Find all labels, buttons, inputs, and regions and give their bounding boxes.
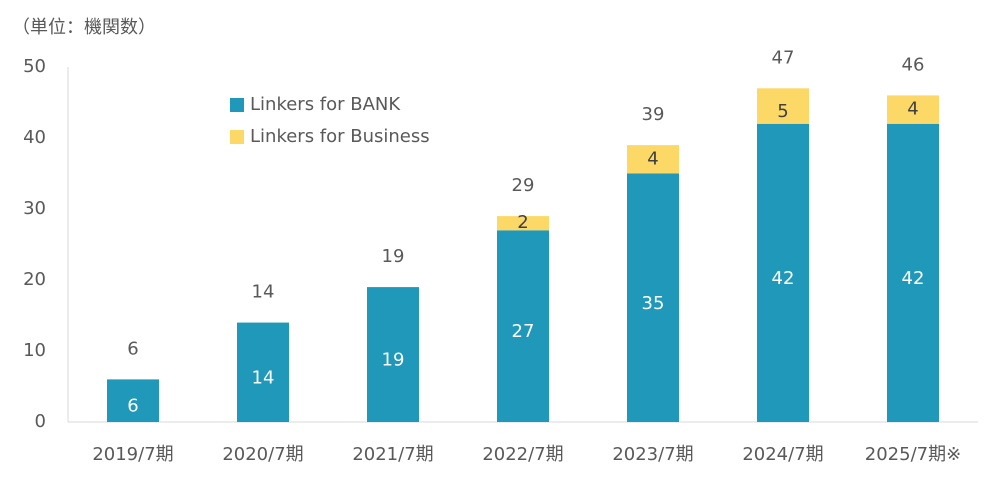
y-tick-label: 30 [23,198,46,219]
total-label: 46 [902,54,925,75]
value-label: 42 [772,268,795,289]
bar-segment [497,230,549,422]
value-label: 27 [512,321,535,342]
value-label: 2 [517,212,528,233]
unit-label: （単位：機関数） [12,17,156,38]
value-label: 5 [777,101,788,122]
x-tick-label: 2025/7期※ [865,444,961,465]
bar-segment [627,173,679,422]
bar-segment [887,123,939,423]
x-tick-label: 2023/7期 [612,444,693,465]
value-label: 35 [642,293,665,314]
x-tick-label: 2021/7期 [352,444,433,465]
y-tick-label: 20 [23,269,46,290]
y-tick-label: 0 [35,411,46,432]
legend-label: Linkers for Business [250,126,430,147]
total-label: 29 [512,175,535,196]
total-label: 39 [642,104,665,125]
bar-segment [757,123,809,423]
total-label: 47 [772,47,795,68]
value-label: 6 [127,396,138,417]
bar-segment [497,216,549,231]
bar-segment [367,287,419,422]
total-label: 19 [382,246,405,267]
value-label: 14 [252,367,275,388]
x-tick-label: 2022/7期 [482,444,563,465]
legend-label: Linkers for BANK [250,94,401,115]
value-label: 4 [907,99,918,120]
bar-segment [237,322,289,422]
value-label: 42 [902,268,925,289]
legend-swatch [230,130,244,144]
x-tick-label: 2024/7期 [742,444,823,465]
y-tick-label: 40 [23,127,46,148]
value-label: 19 [382,350,405,371]
y-tick-label: 10 [23,340,46,361]
value-label: 4 [647,148,658,169]
total-label: 14 [252,282,275,303]
bar-segment [757,88,809,124]
x-tick-label: 2019/7期 [92,444,173,465]
legend-swatch [230,98,244,112]
bar-segment [107,379,159,422]
bar-segment [887,95,939,124]
y-tick-label: 50 [23,56,46,77]
x-tick-label: 2020/7期 [222,444,303,465]
total-label: 6 [127,338,138,359]
bar-segment [627,145,679,174]
